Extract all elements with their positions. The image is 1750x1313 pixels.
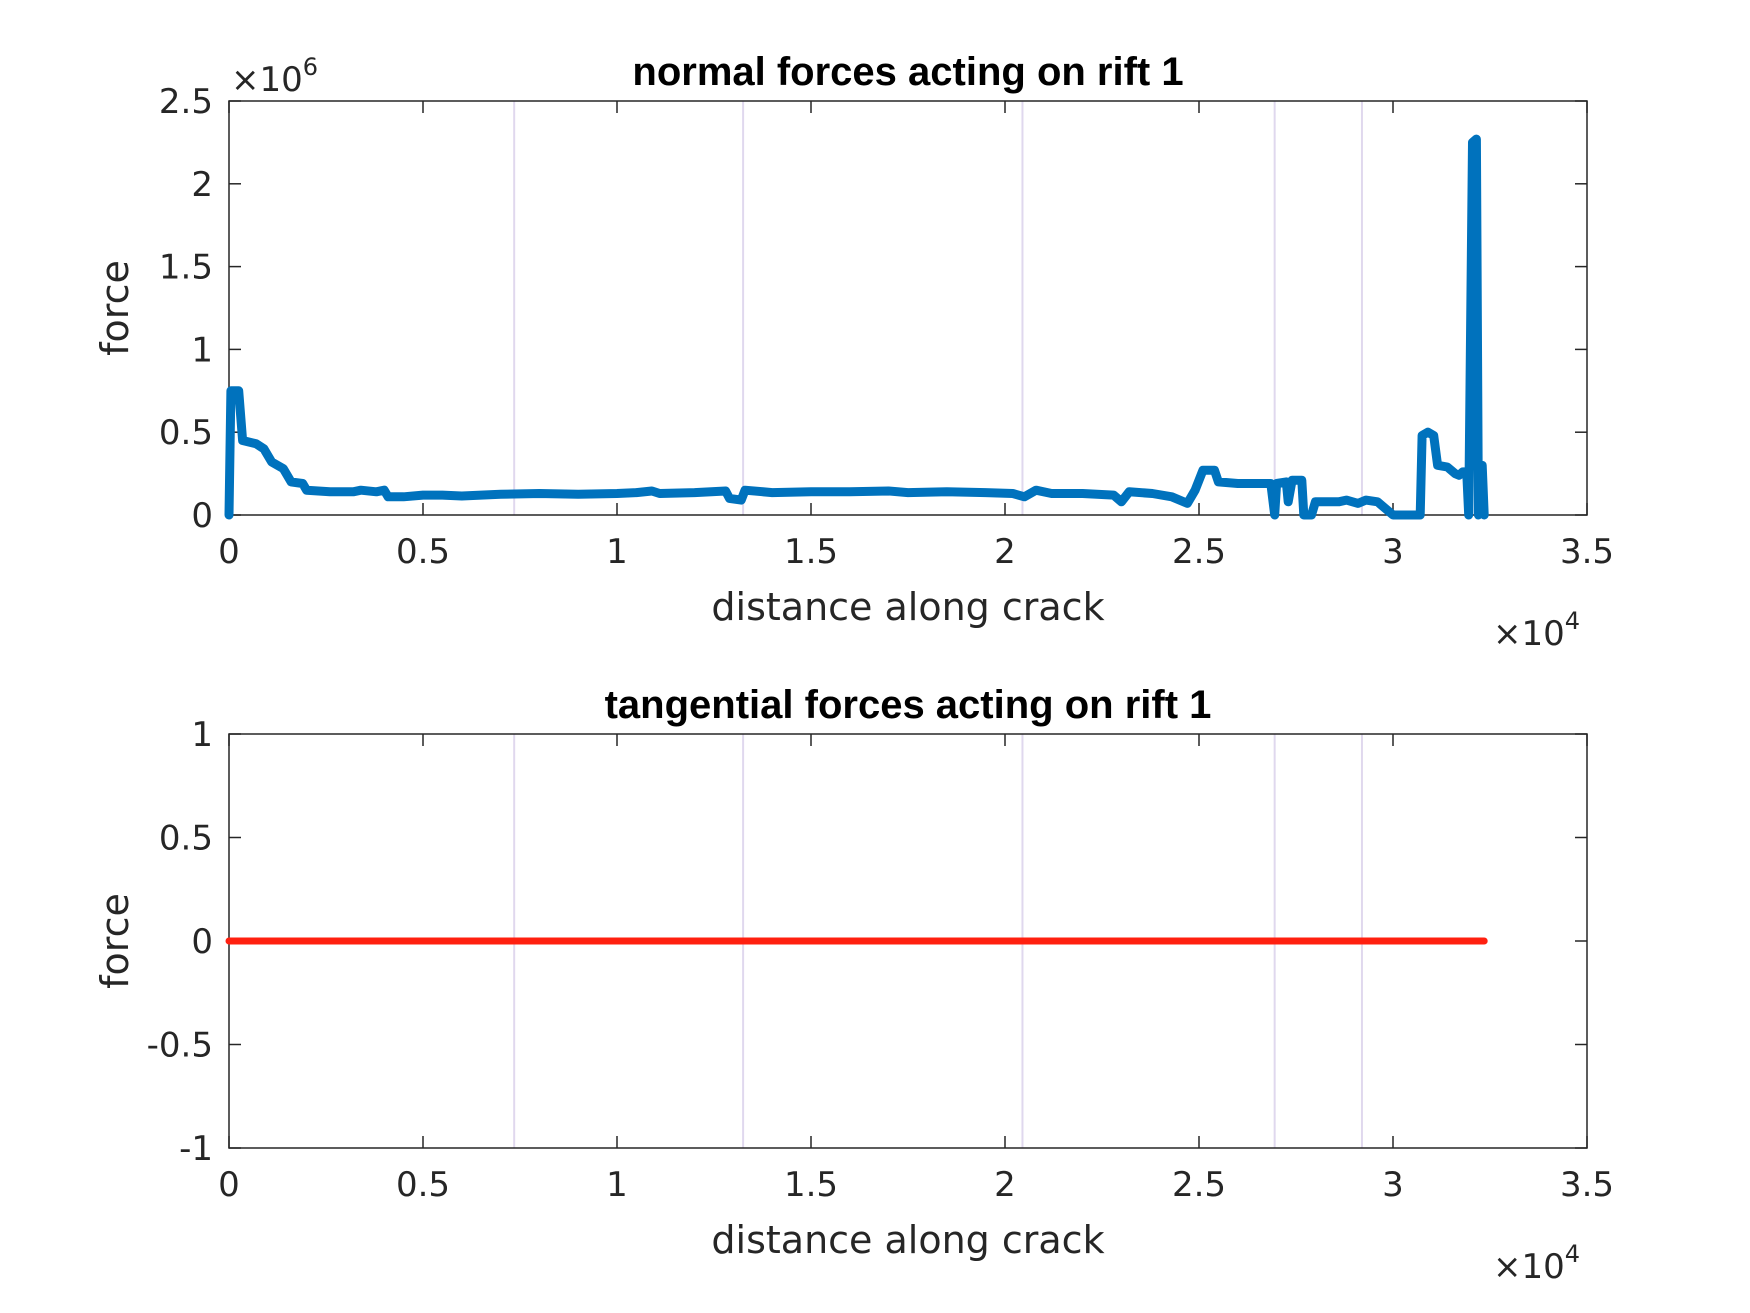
chart-1-title: normal forces acting on rift 1 xyxy=(632,50,1183,94)
chart-2: 0 0.5 1 1.5 2 2.5 3 3.5 -1 -0.5 0 0.5 1 tangential fo… xyxy=(93,683,1614,1287)
chart-1-x-axis-label: distance along crack xyxy=(711,585,1104,629)
chart-1-x-multiplier: ×104 xyxy=(1493,607,1580,654)
chart-1: 0 0.5 1 1.5 2 2.5 3 3.5 0 0.5 1 1.5 2 2.5 normal force… xyxy=(93,50,1614,654)
chart-1-x-tick-label: 0.5 xyxy=(396,532,450,572)
chart-1-x-multiplier-base: ×10 xyxy=(1493,614,1565,654)
chart-1-y-multiplier-exponent: 6 xyxy=(303,53,318,81)
chart-2-x-multiplier-base: ×10 xyxy=(1493,1247,1565,1287)
chart-2-x-tick-label: 3 xyxy=(1382,1165,1404,1205)
chart-2-x-tick-label: 2.5 xyxy=(1172,1165,1226,1205)
chart-1-x-tick-label: 1 xyxy=(606,532,628,572)
chart-1-y-tick-label: 0.5 xyxy=(159,413,213,453)
chart-1-x-tick-label: 1.5 xyxy=(784,532,838,572)
chart-1-x-tick-label: 3.5 xyxy=(1560,532,1614,572)
chart-2-y-tick-label: -1 xyxy=(179,1129,213,1169)
chart-2-x-multiplier-exponent: 4 xyxy=(1565,1240,1580,1268)
chart-2-y-tick-label: -0.5 xyxy=(147,1026,213,1066)
chart-2-x-tick-label: 2 xyxy=(994,1165,1016,1205)
chart-1-y-tick-label: 0 xyxy=(191,496,213,536)
chart-1-y-tick-label: 2.5 xyxy=(159,82,213,122)
chart-1-series-line-1 xyxy=(224,134,1489,520)
chart-1-x-tick-label: 2 xyxy=(994,532,1016,572)
chart-2-x-tick-label: 0.5 xyxy=(396,1165,450,1205)
chart-2-x-tick-label: 1 xyxy=(606,1165,628,1205)
chart-2-y-tick-label: 0 xyxy=(191,922,213,962)
chart-1-y-multiplier-base: ×10 xyxy=(231,60,303,100)
chart-1-y-tick-label: 1 xyxy=(191,330,213,370)
chart-1-x-multiplier-exponent: 4 xyxy=(1565,607,1580,635)
chart-1-x-tick-label: 0 xyxy=(218,532,240,572)
chart-1-y-multiplier: ×106 xyxy=(231,53,318,100)
chart-2-y-tick-label: 0.5 xyxy=(159,819,213,859)
chart-1-y-axis-label: force xyxy=(93,260,137,356)
chart-1-axes-box xyxy=(228,100,1588,516)
chart-1-x-tick-label: 2.5 xyxy=(1172,532,1226,572)
chart-2-x-multiplier: ×104 xyxy=(1493,1240,1580,1287)
chart-1-y-tick-label: 2 xyxy=(191,165,213,205)
chart-2-x-axis-label: distance along crack xyxy=(711,1218,1104,1262)
chart-2-x-tick-label: 3.5 xyxy=(1560,1165,1614,1205)
chart-2-y-axis-label: force xyxy=(93,893,137,989)
chart-1-y-tick-label: 1.5 xyxy=(159,248,213,288)
chart-2-x-tick-label: 0 xyxy=(218,1165,240,1205)
chart-2-title: tangential forces acting on rift 1 xyxy=(605,683,1212,727)
chart-1-x-tick-label: 3 xyxy=(1382,532,1404,572)
chart-2-y-tick-label: 1 xyxy=(191,715,213,755)
chart-2-x-tick-label: 1.5 xyxy=(784,1165,838,1205)
